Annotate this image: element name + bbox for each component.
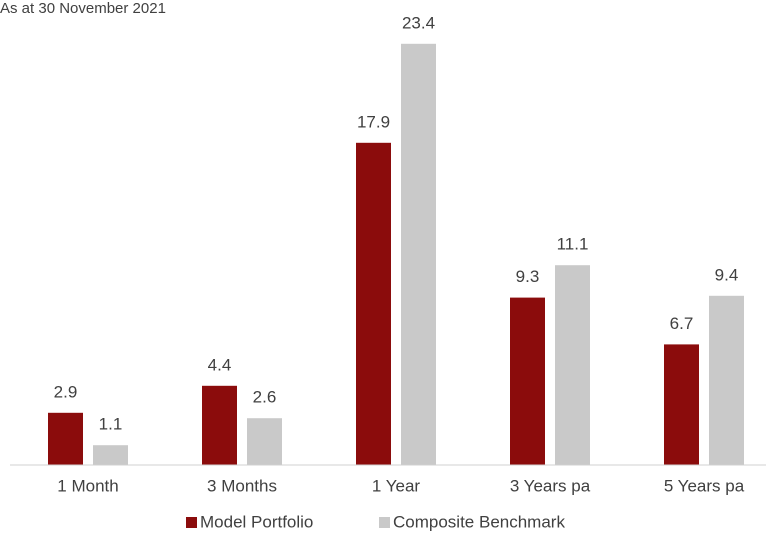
- data-label: 11.1: [557, 235, 589, 254]
- bar: [202, 385, 237, 465]
- bar: [48, 412, 83, 465]
- data-label: 6.7: [670, 314, 694, 333]
- bar: [93, 445, 128, 465]
- x-tick-label: 1 Year: [372, 476, 421, 495]
- bar: [709, 295, 744, 465]
- data-label: 1.1: [99, 415, 123, 434]
- bar: [247, 418, 282, 465]
- x-tick-label: 3 Years pa: [510, 476, 591, 495]
- bar: [664, 344, 699, 465]
- bar: [401, 43, 436, 466]
- x-tick-label: 5 Years pa: [664, 476, 745, 495]
- legend-label: Composite Benchmark: [393, 512, 565, 531]
- data-label: 2.6: [253, 388, 277, 407]
- data-label: 2.9: [54, 382, 78, 401]
- chart-subtitle: As at 30 November 2021: [0, 0, 166, 17]
- data-label: 23.4: [402, 13, 435, 32]
- legend-swatch: [186, 517, 197, 528]
- data-label: 17.9: [357, 112, 390, 131]
- data-label: 9.4: [715, 265, 739, 284]
- x-tick-label: 1 Month: [57, 476, 118, 495]
- bar: [356, 142, 391, 466]
- x-tick-label: 3 Months: [207, 476, 277, 495]
- legend-label: Model Portfolio: [200, 512, 313, 531]
- legend-swatch: [379, 517, 390, 528]
- data-label: 9.3: [516, 267, 540, 286]
- data-label: 4.4: [208, 355, 232, 374]
- bar: [510, 297, 545, 465]
- bar: [555, 265, 590, 465]
